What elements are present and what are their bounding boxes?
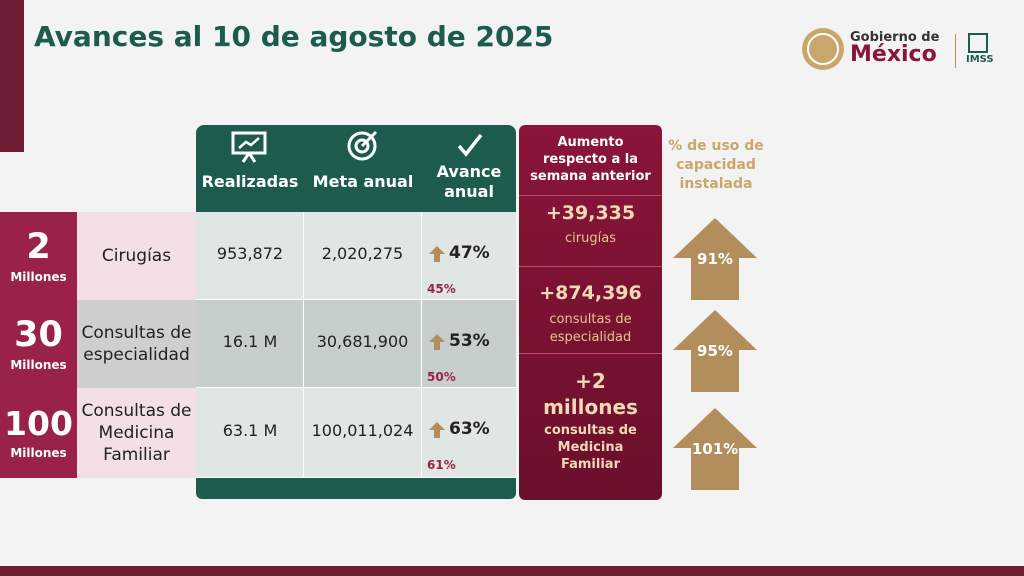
weekly-value: +2 millones [543, 369, 638, 419]
cell-divider [421, 388, 422, 478]
cell-divider [421, 212, 422, 300]
logo-seal [802, 28, 844, 70]
weekly-value: +39,335 [545, 202, 636, 224]
logo-text: México [850, 42, 937, 67]
previous: 61% [427, 458, 456, 472]
weekly-panel [519, 125, 662, 500]
realizadas: 953,872 [216, 243, 284, 263]
capacity-arrow [673, 310, 757, 392]
goal-unit: Millones [10, 446, 67, 460]
capacity-value: 101% [691, 440, 739, 458]
label-cell: Consultas de Medicina Familiar [77, 388, 196, 478]
icon-check [457, 133, 483, 157]
meta: 100,011,024 [311, 420, 414, 440]
cell-divider [303, 212, 304, 300]
goal-number: 2 [26, 227, 51, 267]
data-cell [196, 212, 516, 300]
goal-unit: Millones [10, 270, 67, 284]
weekly-label: consultas de Medicina Familiar [544, 423, 637, 472]
logo-text: Gobierno de [850, 30, 940, 45]
table-header [196, 125, 516, 213]
goal-number: 100 [4, 403, 73, 443]
arrow-shape [429, 246, 445, 262]
meta: 2,020,275 [321, 243, 404, 263]
realizadas: 63.1 M [222, 420, 278, 440]
column-header: Realizadas [201, 172, 299, 191]
up-arrow [429, 246, 445, 262]
up-arrow [429, 334, 445, 350]
icon-target [347, 130, 378, 161]
label-cell: Consultas de especialidad [77, 300, 196, 388]
cell-divider [303, 300, 304, 388]
cell-divider [303, 388, 304, 478]
label-cell: Cirugías [77, 212, 196, 300]
table-footer [196, 478, 516, 499]
data-cell [196, 300, 516, 388]
avance: 47% [449, 243, 490, 263]
capacity-arrow [673, 218, 757, 300]
column-header: Meta anual [312, 172, 414, 191]
arrow-shape [673, 310, 757, 392]
realizadas: 16.1 M [222, 331, 278, 351]
corner-bar [0, 0, 24, 152]
capacity-title: % de uso de capacidad instalada [668, 138, 764, 192]
imss-icon [968, 33, 988, 53]
previous: 50% [427, 370, 456, 384]
title: Avances al 10 de agosto de 2025 [34, 20, 554, 53]
arrow-shape [429, 422, 445, 438]
arrow-shape [673, 408, 757, 490]
column-header: Avance anual [436, 162, 502, 201]
logo-divider [955, 34, 956, 68]
avance: 53% [449, 331, 490, 351]
previous: 45% [427, 282, 456, 296]
divider [519, 266, 662, 267]
weekly-value: +874,396 [539, 282, 642, 304]
weekly-title: Aumento respecto a la semana anterior [530, 134, 651, 184]
weekly-label: consultas de especialidad [549, 312, 632, 345]
data-cell [196, 388, 516, 478]
arrow-shape [673, 218, 757, 300]
avance: 63% [449, 419, 490, 439]
meta: 30,681,900 [316, 331, 409, 351]
capacity-arrow [673, 408, 757, 490]
icon-presentation [231, 131, 267, 163]
goal-column [0, 212, 77, 478]
up-arrow [429, 422, 445, 438]
capacity-value: 95% [697, 342, 733, 360]
divider [519, 195, 662, 196]
goal-unit: Millones [10, 358, 67, 372]
weekly-label: cirugías [565, 231, 616, 246]
divider [519, 353, 662, 354]
capacity-value: 91% [697, 250, 733, 268]
cell-divider [421, 300, 422, 388]
arrow-shape [429, 334, 445, 350]
bottom-bar [0, 566, 1024, 576]
goal-number: 30 [14, 315, 63, 355]
logo-imss: IMSS [966, 54, 994, 65]
